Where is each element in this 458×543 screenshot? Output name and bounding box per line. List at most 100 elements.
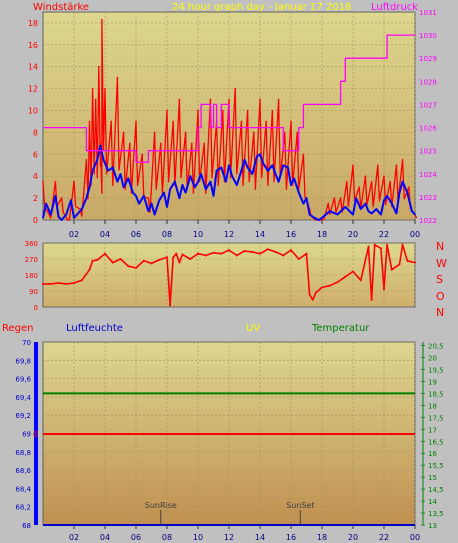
direction-point: [398, 263, 401, 266]
x-tick: 18: [317, 533, 327, 542]
temperature-y-tick: 18: [428, 402, 437, 410]
direction-point: [266, 248, 269, 251]
wind-point: [265, 120, 268, 123]
wind-point: [401, 180, 404, 183]
x-tick: 22: [379, 533, 389, 542]
wind-point: [91, 87, 94, 90]
wind-point: [119, 173, 122, 175]
wind-point: [172, 120, 174, 123]
temperature-y-tick: 14: [428, 498, 437, 506]
wind-point: [336, 213, 339, 216]
wind-point: [91, 169, 94, 172]
pressure-y-tick: 1024: [419, 171, 437, 179]
wind-point: [127, 177, 130, 180]
direction-point: [390, 268, 393, 271]
direction-point: [169, 304, 172, 307]
wind-point: [414, 213, 416, 216]
wind-y-tick: 18: [28, 19, 38, 28]
wind-point: [401, 158, 404, 161]
direction-axes: 0 90 180 270 360: [25, 240, 38, 312]
direction-point: [150, 262, 153, 265]
direction-point: [274, 250, 277, 253]
direction-point: [359, 279, 362, 282]
wind-point: [383, 175, 385, 178]
direction-point: [259, 252, 261, 255]
wind-point: [313, 217, 316, 219]
direction-point: [220, 252, 223, 255]
wind-point: [234, 87, 236, 90]
direction-point: [166, 256, 168, 259]
compass-w: W: [436, 257, 447, 270]
wind-point: [88, 120, 91, 123]
temperature-y-tick: 19,5: [428, 367, 444, 375]
wind-point: [284, 131, 286, 134]
wind-y-tick: 10: [28, 107, 38, 116]
wind-point: [102, 158, 105, 161]
direction-point: [91, 259, 94, 262]
wind-point: [101, 18, 103, 21]
humidity-y-tick: 69,6: [15, 376, 31, 384]
windstaerke-label: Windstärke: [33, 2, 89, 13]
wind-point: [70, 199, 72, 202]
sun-annotations: SunRise SunSet: [145, 501, 314, 525]
humidity-y-tick: 68,6: [15, 467, 31, 475]
temperature-y-tick: 20,5: [428, 343, 444, 351]
direction-point: [57, 282, 60, 284]
wind-point: [197, 109, 199, 112]
climate-axes: 68 68,2 68,4 68,6 68,8 69 69,2 69,4 69,6 69,8 70 13…: [15, 339, 443, 542]
direction-point: [204, 254, 207, 257]
x-tick: 00: [410, 533, 420, 542]
wind-point: [153, 131, 156, 134]
wind-y-tick: 8: [33, 128, 38, 137]
wind-point: [94, 98, 97, 101]
x-tick: 02: [69, 230, 79, 239]
wind-point: [355, 197, 357, 199]
x-tick: 08: [162, 230, 172, 239]
wind-point: [189, 175, 192, 178]
wind-y-tick: 4: [33, 172, 38, 181]
x-tick: 00: [410, 230, 420, 239]
direction-point: [65, 282, 68, 285]
humidity-y-tick: 69: [22, 431, 31, 439]
direction-point: [379, 247, 382, 250]
wind-point: [204, 188, 207, 191]
direction-point: [251, 250, 254, 253]
wind-point: [290, 184, 292, 186]
humidity-y-tick: 68,2: [15, 504, 31, 512]
wind-point: [327, 202, 330, 205]
humidity-y-tick: 69,8: [15, 357, 31, 365]
wind-point: [110, 120, 112, 123]
wind-point: [163, 191, 165, 194]
wind-point: [184, 191, 187, 194]
wind-point: [173, 180, 176, 183]
wind-y-tick: 14: [28, 63, 38, 72]
direction-y-tick: 90: [29, 288, 38, 296]
wind-point: [370, 180, 373, 183]
wind-point: [150, 202, 153, 205]
wind-series-line-2: [43, 34, 415, 163]
pressure-y-tick: 1031: [419, 9, 437, 17]
x-tick: 14: [255, 230, 265, 239]
wind-point: [99, 142, 102, 145]
wind-point: [346, 180, 348, 183]
direction-point: [111, 261, 114, 264]
wind-point: [274, 173, 277, 175]
pressure-y-tick: 1022: [419, 217, 437, 225]
x-tick: 06: [131, 230, 141, 239]
direction-point: [336, 281, 339, 284]
direction-point: [414, 261, 416, 264]
wind-point: [166, 206, 168, 208]
sun-marker-label: SunRise: [145, 501, 177, 510]
wind-point: [99, 144, 102, 147]
wind-point: [209, 98, 212, 101]
wind-point: [220, 166, 223, 169]
wind-point: [358, 186, 361, 188]
x-tick: 22: [379, 230, 389, 239]
direction-point: [73, 282, 75, 284]
x-tick: 10: [193, 230, 203, 239]
temperature-y-tick: 15: [428, 474, 437, 482]
direction-point: [142, 259, 145, 262]
wind-point: [49, 213, 52, 216]
wind-point: [67, 219, 69, 221]
